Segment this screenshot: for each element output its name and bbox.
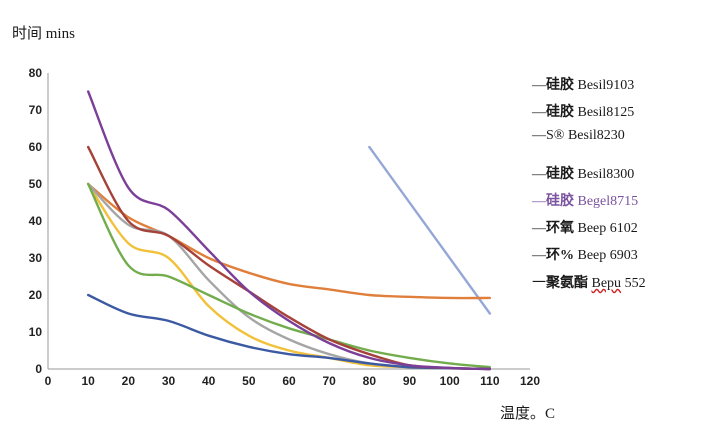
x-tick-label: 90 <box>403 374 417 388</box>
x-tick-label: 40 <box>202 374 216 388</box>
legend-en: Beep 6903 <box>574 248 638 263</box>
series-line-2 <box>368 145 492 315</box>
series-line-0 <box>86 90 492 371</box>
y-tick-label: 30 <box>29 251 43 265</box>
legend-cn: 聚氨酯 <box>546 276 592 291</box>
y-tick-label: 50 <box>29 177 43 191</box>
legend-en: Beep 6102 <box>574 221 638 236</box>
legend-dash: — <box>532 78 546 93</box>
y-tick-label: 10 <box>29 325 43 339</box>
series-line-5 <box>86 182 492 369</box>
y-tick-label: 20 <box>29 288 43 302</box>
legend-en: Besil9103 <box>574 78 635 93</box>
x-tick-label: 30 <box>162 374 176 388</box>
x-tick-label: 110 <box>480 374 500 388</box>
legend-dash: 一 <box>532 276 546 291</box>
series-lines <box>86 90 492 371</box>
legend-en: Begel8715 <box>574 194 639 209</box>
legend-cn: 硅胶 <box>546 167 574 182</box>
x-tick-label: 0 <box>45 374 52 388</box>
legend-cn: 硅胶 <box>546 78 574 93</box>
x-tick-label: 20 <box>122 374 136 388</box>
legend-cn: S® <box>546 128 565 143</box>
legend-item-besil9103: —硅胶 Besil9103 <box>532 74 634 94</box>
y-tick-label: 0 <box>35 362 42 376</box>
y-tick-label: 60 <box>29 140 43 154</box>
legend-dash: — <box>532 167 546 182</box>
x-tick-label: 100 <box>440 374 460 388</box>
x-tick-label: 10 <box>81 374 95 388</box>
y-tick-label: 40 <box>29 214 43 228</box>
series-line-7 <box>86 293 492 371</box>
series-line-6 <box>86 182 492 371</box>
legend-item-beep6903: —环% Beep 6903 <box>532 244 638 264</box>
legend-en-suffix: 552 <box>621 276 646 291</box>
legend-en: Bepu <box>591 276 622 291</box>
legend-item-besil8300: —硅胶 Besil8300 <box>532 163 634 183</box>
axes <box>47 73 530 370</box>
legend-dash: — <box>532 248 546 263</box>
x-axis-ticks: 0 10 20 30 40 50 60 70 80 90 100 110 120 <box>45 374 541 388</box>
y-axis-label: 时间 mins <box>12 26 75 42</box>
legend-cn: 硅胶 <box>546 194 574 209</box>
x-tick-label: 60 <box>282 374 296 388</box>
legend-dash: — <box>532 194 546 209</box>
legend-cn: 环% <box>546 248 574 263</box>
x-tick-label: 50 <box>242 374 256 388</box>
legend-en: Besil8125 <box>574 105 635 120</box>
x-tick-label: 120 <box>520 374 540 388</box>
series-line-4 <box>86 182 492 371</box>
x-axis-label: 温度。C <box>500 406 556 422</box>
y-axis-ticks: 0 10 20 30 40 50 60 70 80 <box>29 66 43 376</box>
legend-item-besil8125: —硅胶 Besil8125 <box>532 101 634 121</box>
legend-dash: — <box>532 105 546 120</box>
series-line-3 <box>86 145 492 371</box>
legend-item-bepu552: 一聚氨酯 Bepu 552 <box>532 272 646 292</box>
legend-cn: 硅胶 <box>546 105 574 120</box>
x-tick-label: 70 <box>322 374 336 388</box>
legend-en: Besil8230 <box>564 128 625 143</box>
legend-dash: — <box>532 128 546 143</box>
legend-en: Besil8300 <box>574 167 635 182</box>
legend-item-beep6102: —环氧 Beep 6102 <box>532 217 638 237</box>
y-tick-label: 70 <box>29 103 43 117</box>
legend-item-besil8230: —S® Besil8230 <box>532 128 625 144</box>
legend-dash: — <box>532 221 546 236</box>
legend-cn: 环氧 <box>546 221 574 236</box>
y-tick-label: 80 <box>29 66 43 80</box>
legend-item-begel8715: —硅胶 Begel8715 <box>532 190 638 210</box>
x-tick-label: 80 <box>363 374 377 388</box>
